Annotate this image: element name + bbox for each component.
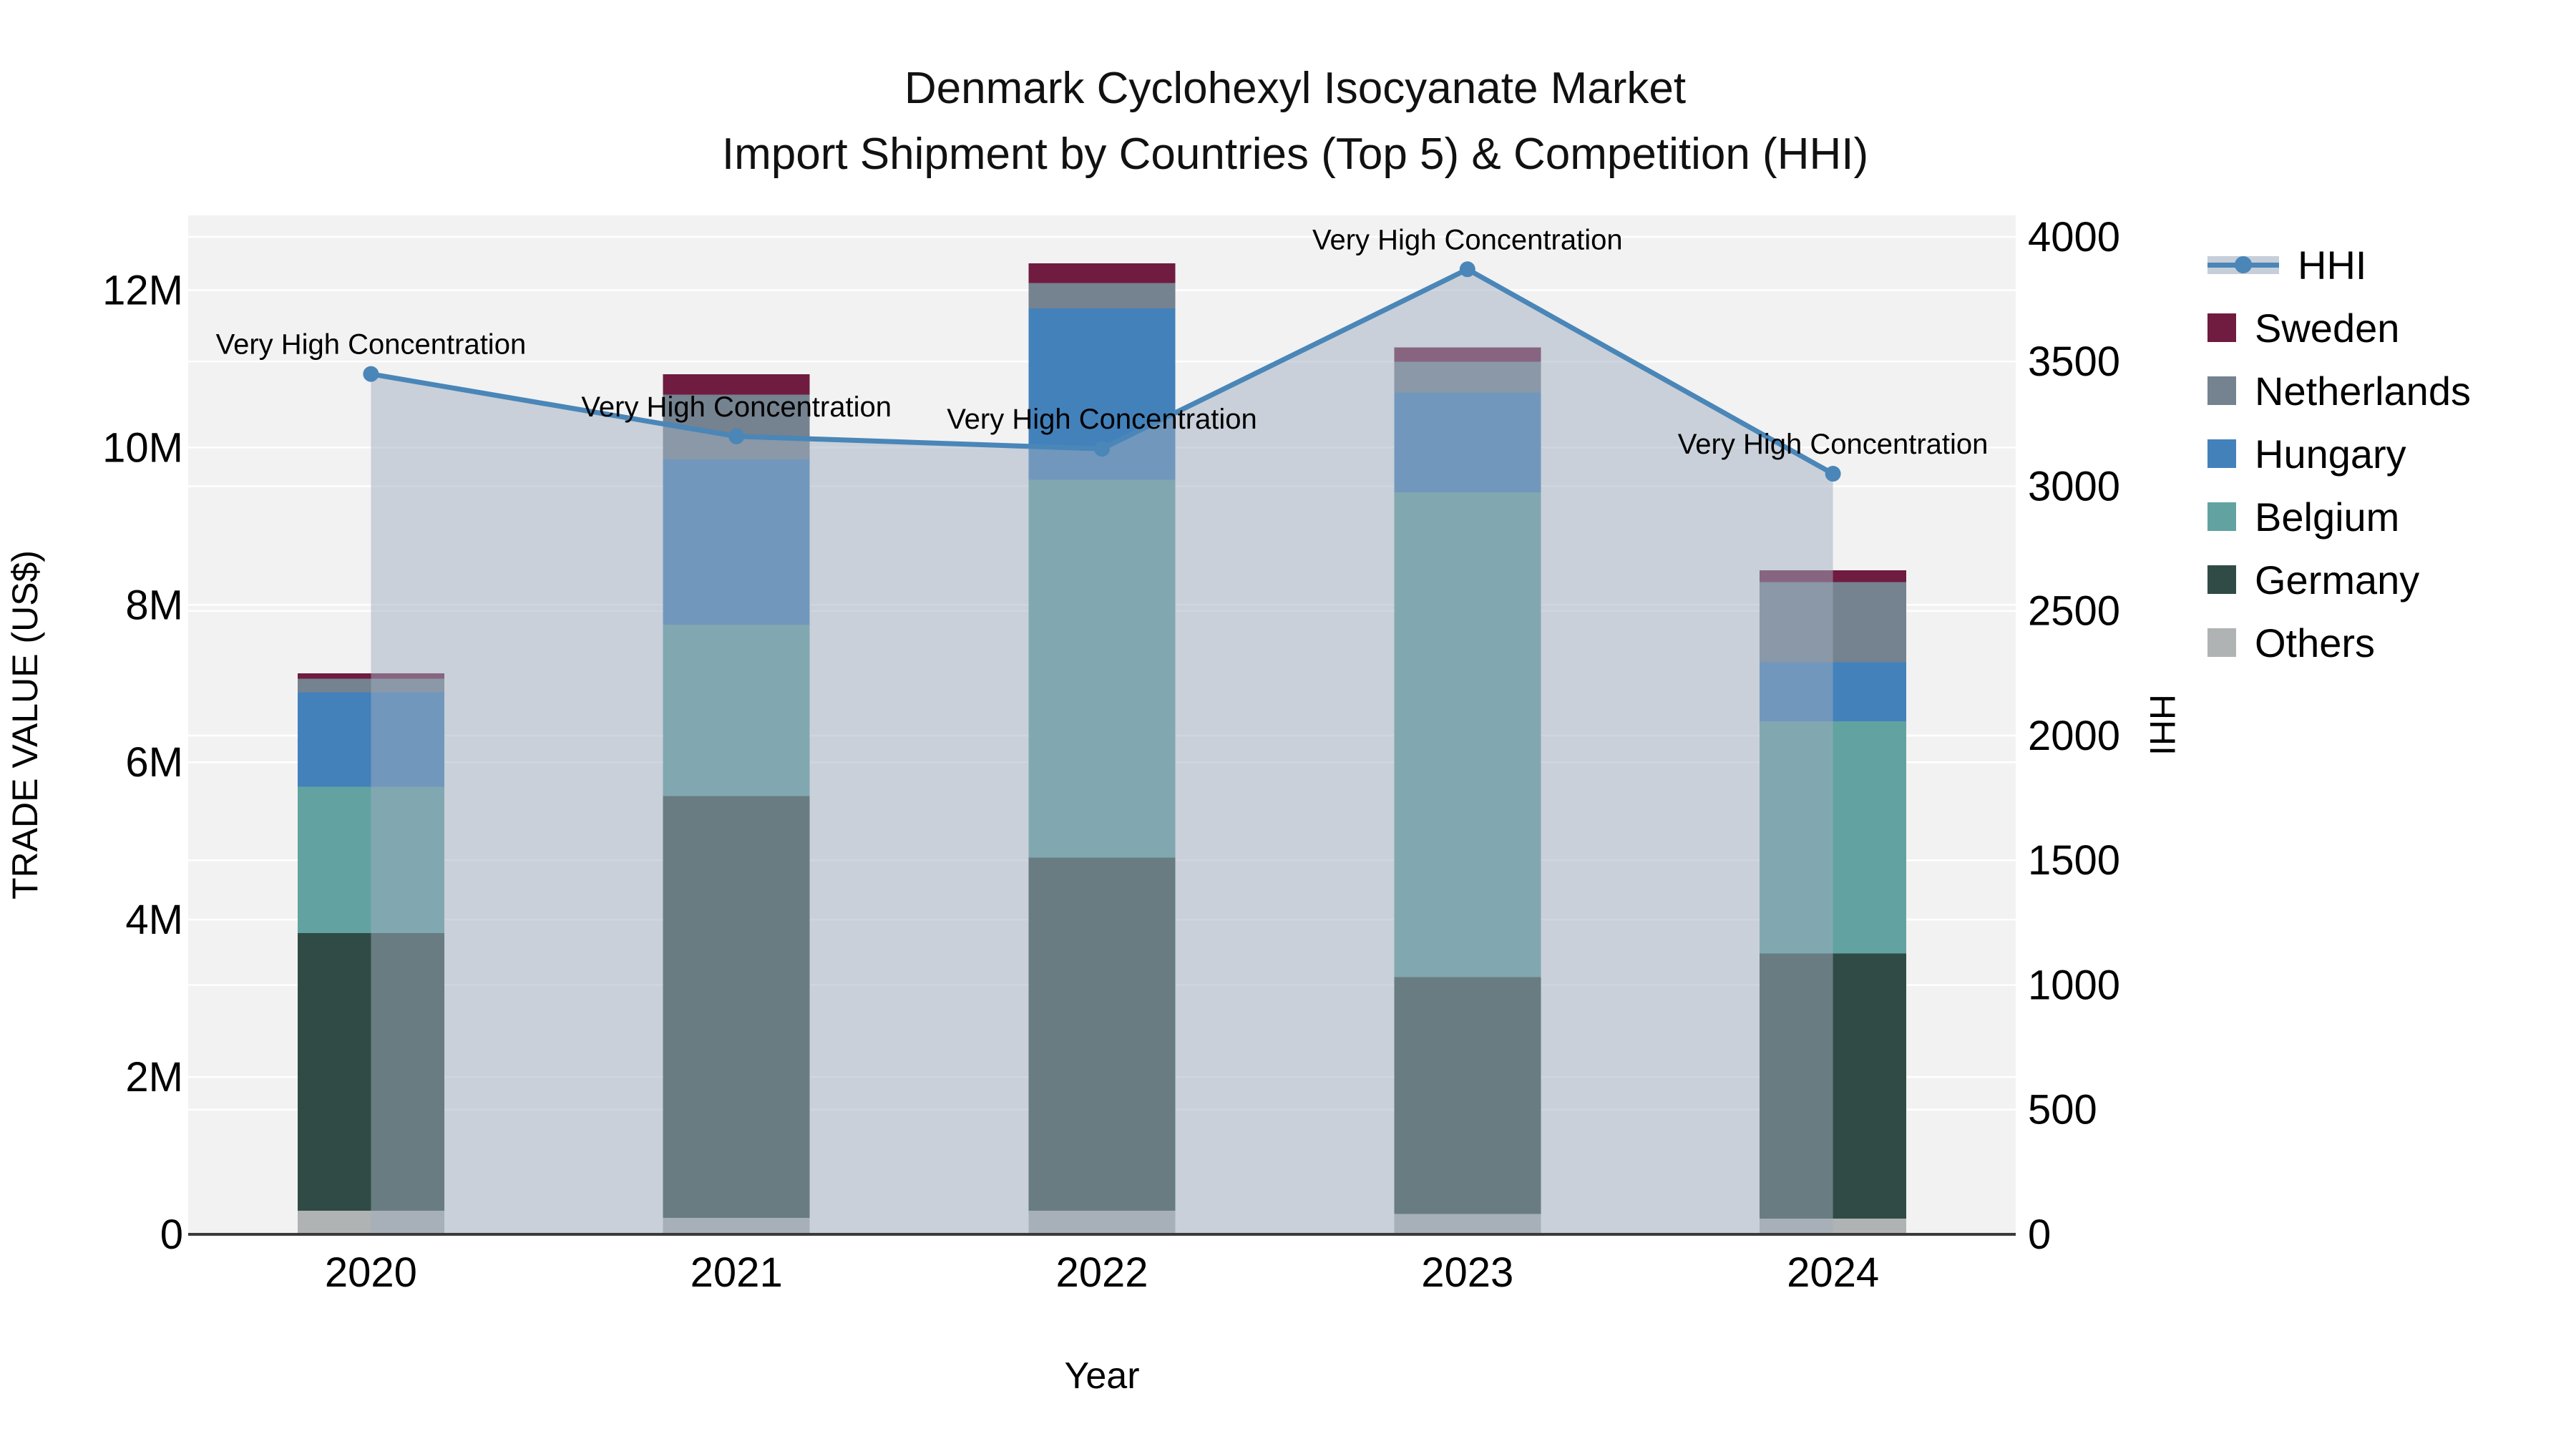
hhi-line-swatch-icon xyxy=(2207,250,2279,279)
y-left-tick-label: 12M xyxy=(102,267,183,313)
annotation-very-high-concentration: Very High Concentration xyxy=(1312,224,1623,255)
x-tick-label-2024: 2024 xyxy=(1787,1249,1879,1296)
y-right-tick-label: 1000 xyxy=(2028,962,2120,1008)
hhi-point-2022[interactable] xyxy=(1094,441,1110,457)
x-tick-label-2023: 2023 xyxy=(1421,1249,1513,1296)
y-right-tick-label: 500 xyxy=(2028,1087,2097,1133)
germany-swatch-icon xyxy=(2207,565,2236,594)
annotation-very-high-concentration: Very High Concentration xyxy=(1678,429,1989,460)
legend-item-hhi[interactable]: HHI xyxy=(2207,233,2471,296)
hungary-swatch-icon xyxy=(2207,439,2236,468)
y-right-tick-label: 1500 xyxy=(2028,837,2120,884)
annotation-very-high-concentration: Very High Concentration xyxy=(581,391,892,423)
annotation-very-high-concentration: Very High Concentration xyxy=(947,404,1257,435)
x-tick-label-2020: 2020 xyxy=(325,1249,417,1296)
legend-label-hhi: HHI xyxy=(2298,242,2367,288)
hhi-point-2021[interactable] xyxy=(728,428,745,444)
y-left-tick-label: 10M xyxy=(102,424,183,471)
y-left-tick-label: 8M xyxy=(125,582,183,628)
x-tick-label-2021: 2021 xyxy=(691,1249,783,1296)
netherlands-swatch-icon xyxy=(2207,376,2236,405)
hhi-area xyxy=(371,269,1833,1234)
y-right-tick-label: 3000 xyxy=(2028,463,2120,509)
legend-item-netherlands[interactable]: Netherlands xyxy=(2207,359,2471,422)
bar-segment-sweden-2022[interactable] xyxy=(1028,263,1176,283)
belgium-swatch-icon xyxy=(2207,502,2236,531)
legend-label-others: Others xyxy=(2255,620,2376,665)
others-swatch-icon xyxy=(2207,628,2236,657)
x-axis-title: Year xyxy=(1064,1355,1139,1397)
legend-item-others[interactable]: Others xyxy=(2207,611,2471,674)
legend-label-netherlands: Netherlands xyxy=(2255,368,2471,414)
y-right-tick-label: 2500 xyxy=(2028,588,2120,635)
y-left-axis-title: TRADE VALUE (US$) xyxy=(5,550,45,899)
y-left-tick-label: 4M xyxy=(125,897,183,943)
y-left-tick-label: 6M xyxy=(125,739,183,786)
y-right-tick-label: 4000 xyxy=(2028,214,2120,260)
bar-segment-sweden-2021[interactable] xyxy=(663,374,810,395)
legend: HHI Sweden Netherlands Hungary Belgium G… xyxy=(2207,233,2471,674)
legend-item-hungary[interactable]: Hungary xyxy=(2207,422,2471,485)
annotation-very-high-concentration: Very High Concentration xyxy=(216,329,527,361)
y-right-axis-title: HHI xyxy=(2142,694,2182,756)
legend-item-belgium[interactable]: Belgium xyxy=(2207,485,2471,548)
legend-label-belgium: Belgium xyxy=(2255,494,2400,540)
legend-label-sweden: Sweden xyxy=(2255,305,2400,351)
hhi-point-2020[interactable] xyxy=(363,366,379,382)
bar-segment-netherlands-2022[interactable] xyxy=(1028,283,1176,308)
x-tick-label-2022: 2022 xyxy=(1055,1249,1148,1296)
legend-label-hungary: Hungary xyxy=(2255,431,2406,477)
legend-item-germany[interactable]: Germany xyxy=(2207,548,2471,611)
legend-label-germany: Germany xyxy=(2255,557,2420,602)
chart-title-line2: Import Shipment by Countries (Top 5) & C… xyxy=(721,130,1869,179)
sweden-swatch-icon xyxy=(2207,313,2236,342)
y-right-tick-label: 0 xyxy=(2028,1211,2051,1258)
y-left-tick-label: 0 xyxy=(160,1211,183,1258)
y-right-tick-label: 3500 xyxy=(2028,338,2120,385)
chart-title-line1: Denmark Cyclohexyl Isocyanate Market xyxy=(904,64,1687,113)
hhi-point-2024[interactable] xyxy=(1825,466,1841,482)
y-left-tick-label: 2M xyxy=(125,1054,183,1101)
legend-item-sweden[interactable]: Sweden xyxy=(2207,296,2471,359)
hhi-point-2023[interactable] xyxy=(1459,261,1475,278)
y-right-tick-label: 2000 xyxy=(2028,713,2120,759)
